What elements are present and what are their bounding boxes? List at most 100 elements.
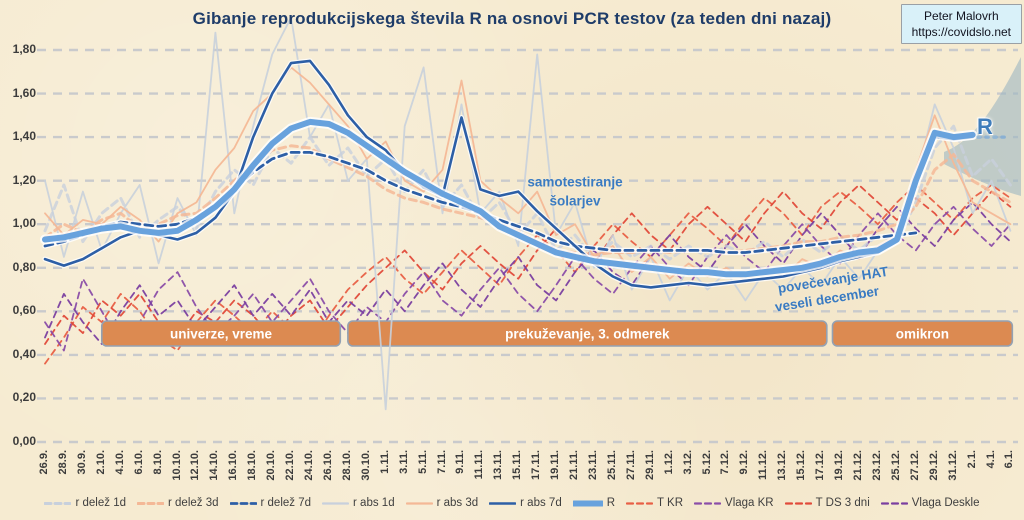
x-tick-label: 23.12. [870, 450, 883, 481]
y-tick-label: 1,00 [12, 216, 36, 231]
legend-label: r delež 1d [75, 497, 126, 509]
phase-band: univerze, vreme [100, 320, 342, 347]
x-tick-label: 7.11. [435, 450, 448, 474]
x-tick-label: 6.1. [1003, 450, 1016, 469]
annotation: samotestiranje [527, 174, 623, 190]
series-line-r abs 7d [43, 59, 974, 289]
legend-item: r delež 1d [44, 497, 126, 509]
legend-label: Vlaga KR [725, 497, 774, 509]
x-tick-label: 20.10. [265, 450, 278, 481]
series-line-Vlaga KR [44, 205, 1012, 352]
x-tick-label: 29.11. [643, 450, 656, 480]
legend-label: T DS 3 dni [815, 497, 870, 509]
legend-item: T KR [626, 497, 683, 509]
x-tick-label: 3.11. [397, 450, 410, 474]
x-tick-label: 28.9. [56, 450, 69, 475]
x-tick-label: 7.12. [719, 450, 732, 475]
legend-label: r abs 3d [436, 497, 479, 509]
credit-box: Peter Malovrh https://covidslo.net [900, 4, 1022, 44]
x-tick-label: 26.10. [321, 450, 334, 481]
y-tick-label: 0,60 [12, 303, 36, 318]
legend-item: R [572, 497, 616, 509]
legend-item: r delež 7d [229, 497, 312, 509]
x-tick-label: 18.10. [246, 450, 259, 481]
phase-band-rect [831, 320, 1014, 347]
x-tick-label: 26.9. [38, 450, 50, 475]
phase-band-rect [100, 320, 342, 347]
y-tick-label: 0,20 [12, 390, 36, 405]
x-tick-label: 17.12. [814, 450, 827, 481]
phase-band: omikron [831, 320, 1014, 347]
legend-swatch-icon [880, 501, 908, 505]
x-tick-label: 30.10. [359, 450, 372, 481]
x-tick-label: 22.10. [284, 450, 297, 481]
forecast-fan [944, 57, 1021, 196]
annotation: šolarjev [549, 193, 601, 209]
series-halo-r abs 7d [42, 58, 976, 290]
x-tick-label: 8.10. [151, 450, 164, 475]
x-tick-label: 5.12. [700, 450, 713, 475]
x-tick-label: 24.10. [303, 450, 316, 481]
x-tick-label: 1.11. [378, 450, 391, 474]
x-tick-label: 11.11. [473, 450, 486, 480]
legend-item: r abs 1d [322, 497, 395, 509]
x-tick-label: 9.11. [454, 450, 467, 474]
series-line-T KR [44, 184, 1012, 365]
x-tick-label: 13.12. [776, 450, 789, 481]
x-tick-label: 5.11. [416, 450, 429, 474]
chart-title: Gibanje reprodukcijskega števila R na os… [192, 9, 832, 28]
x-tick-label: 25.12. [889, 450, 902, 481]
legend-label: T KR [657, 497, 684, 509]
x-tick-label: 16.10. [227, 450, 240, 481]
y-tick-label: 0,80 [12, 259, 36, 274]
legend-item: Vlaga KR [694, 497, 774, 509]
x-tick-label: 29.12. [927, 450, 940, 481]
x-tick-label: 19.11. [549, 450, 562, 480]
r-forecast-label: R [977, 114, 993, 139]
legend: r delež 1d r delež 3d r delež 7d r abs 1d r … [0, 497, 1024, 509]
x-tick-label: 4.10. [113, 450, 126, 475]
y-tick-label: 1,20 [12, 172, 36, 187]
legend-swatch-icon [322, 501, 350, 505]
x-tick-label: 15.11. [511, 450, 524, 480]
legend-swatch-icon [229, 501, 257, 505]
x-tick-label: 21.11. [568, 450, 581, 480]
legend-label: r delež 7d [260, 497, 312, 509]
x-tick-label: 1.12. [662, 450, 675, 475]
series-line-Vlaga Deskle [44, 201, 1012, 345]
x-tick-label: 25.11. [605, 450, 618, 480]
x-tick-label: 2.10. [94, 450, 107, 475]
legend-label: R [606, 497, 616, 509]
credit-url[interactable]: https://covidslo.net [911, 25, 1011, 39]
y-tick-label: 1,60 [12, 85, 36, 100]
x-tick-label: 27.11. [624, 450, 637, 480]
series-halo-R [40, 116, 978, 280]
y-tick-label: 1,80 [12, 42, 36, 56]
phase-band: prekuževanje, 3. odmerek [347, 320, 828, 347]
y-tick-label: 1,40 [12, 129, 36, 144]
x-tick-label: 14.10. [208, 450, 221, 481]
legend-item: r delež 3d [137, 497, 219, 509]
x-tick-label: 17.11. [530, 450, 543, 480]
legend-item: r abs 7d [489, 497, 562, 509]
x-tick-label: 9.12. [738, 450, 751, 475]
x-tick-label: 27.12. [908, 450, 921, 481]
x-tick-label: 23.11. [586, 450, 599, 480]
legend-item: T DS 3 dni [784, 497, 870, 509]
phase-band-rect [347, 320, 828, 347]
phase-band-label: univerze, vreme [170, 327, 273, 342]
legend-label: r abs 1d [353, 497, 395, 509]
legend-label: r abs 7d [520, 497, 562, 509]
legend-swatch-icon [784, 501, 812, 505]
x-tick-label: 10.10. [170, 450, 183, 481]
x-tick-label: 6.10. [132, 450, 145, 475]
series-line-r delež 1d [43, 124, 1012, 261]
x-tick-label: 15.12. [795, 450, 808, 481]
legend-label: Vlaga Deskle [911, 497, 980, 509]
legend-swatch-icon [405, 501, 433, 505]
legend-swatch-icon [626, 501, 654, 505]
x-tick-label: 3.12. [681, 450, 694, 475]
x-tick-label: 31.12. [946, 450, 959, 481]
x-tick-label: 19.12. [833, 450, 846, 481]
x-tick-label: 28.10. [340, 450, 353, 481]
